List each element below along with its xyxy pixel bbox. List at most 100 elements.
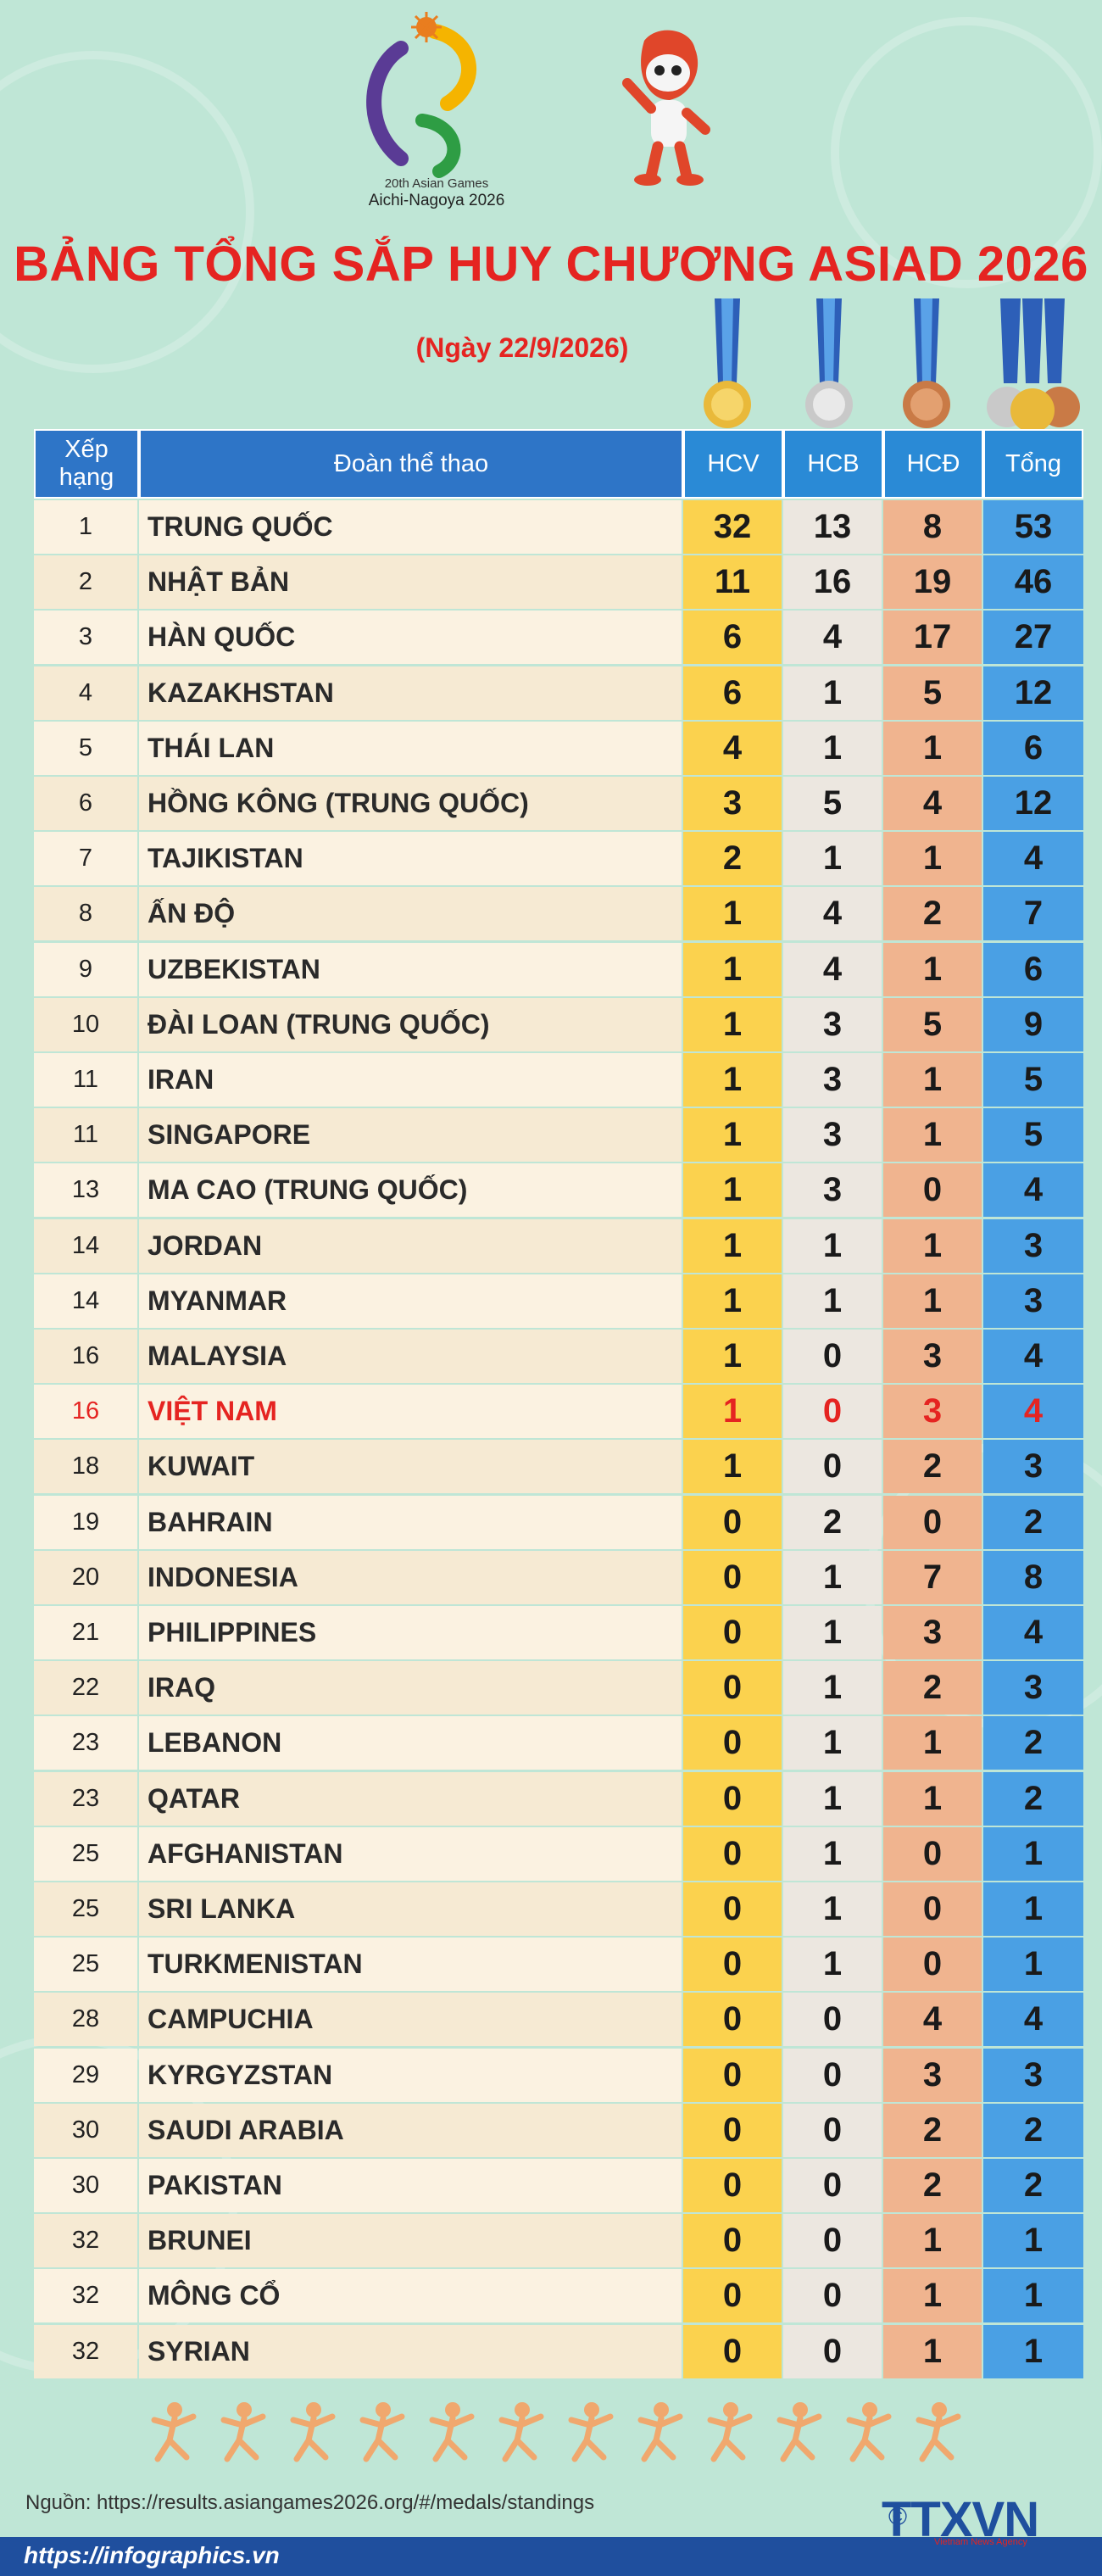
silver-count-cell: 1 xyxy=(783,1716,882,1770)
bronze-count-cell: 0 xyxy=(883,1826,982,1881)
bronze-count-cell: 2 xyxy=(883,2103,982,2157)
bronze-count-cell: 3 xyxy=(883,2048,982,2102)
bronze-count-cell: 1 xyxy=(883,1053,982,1107)
team-name-cell: MÔNG CỔ xyxy=(139,2269,682,2323)
rank-cell: 14 xyxy=(34,1274,137,1328)
gold-count-cell: 0 xyxy=(683,2324,782,2378)
gold-count-cell: 0 xyxy=(683,1495,782,1549)
gold-count-cell: 0 xyxy=(683,1550,782,1604)
rank-cell: 16 xyxy=(34,1385,137,1439)
rank-cell: 11 xyxy=(34,1053,137,1107)
bronze-count-cell: 17 xyxy=(883,611,982,665)
silver-count-cell: 0 xyxy=(783,1993,882,2047)
total-count-cell: 3 xyxy=(983,1218,1083,1273)
rank-cell: 32 xyxy=(34,2269,137,2323)
gold-count-cell: 6 xyxy=(683,666,782,720)
gold-count-cell: 1 xyxy=(683,1108,782,1163)
gold-count-cell: 0 xyxy=(683,1606,782,1659)
gold-count-cell: 0 xyxy=(683,2214,782,2268)
bronze-count-cell: 1 xyxy=(883,1716,982,1770)
total-count-cell: 2 xyxy=(983,1716,1083,1770)
silver-count-cell: 1 xyxy=(783,832,882,886)
bronze-count-cell: 19 xyxy=(883,555,982,610)
gold-count-cell: 1 xyxy=(683,1053,782,1107)
header-team: Đoàn thể thao xyxy=(139,429,683,499)
total-count-cell: 5 xyxy=(983,1053,1083,1107)
silver-count-cell: 5 xyxy=(783,777,882,830)
silver-count-cell: 1 xyxy=(783,1661,882,1715)
team-name-cell: IRAQ xyxy=(139,1661,682,1715)
rank-cell: 30 xyxy=(34,2103,137,2157)
team-name-cell: KUWAIT xyxy=(139,1440,682,1494)
rank-cell: 1 xyxy=(34,500,137,554)
table-row: 22 IRAQ 0 1 2 3 xyxy=(34,1661,1083,1715)
rank-cell: 30 xyxy=(34,2159,137,2212)
gold-count-cell: 1 xyxy=(683,942,782,996)
team-name-cell: THÁI LAN xyxy=(139,721,682,775)
total-count-cell: 2 xyxy=(983,1771,1083,1826)
team-name-cell: JORDAN xyxy=(139,1218,682,1273)
asian-games-logo xyxy=(366,12,476,178)
total-count-cell: 8 xyxy=(983,1550,1083,1604)
bronze-medal-icon xyxy=(903,298,950,428)
rank-cell: 4 xyxy=(34,666,137,720)
total-count-cell: 4 xyxy=(983,1163,1083,1218)
weightlifting-icon xyxy=(151,2402,197,2462)
header-silver: HCB xyxy=(783,429,883,499)
rank-cell: 3 xyxy=(34,611,137,665)
bronze-count-cell: 1 xyxy=(883,2269,982,2323)
header-total: Tổng xyxy=(983,429,1083,499)
total-count-cell: 6 xyxy=(983,721,1083,775)
team-name-cell: SRI LANKA xyxy=(139,1882,682,1936)
team-name-cell: TRUNG QUỐC xyxy=(139,500,682,554)
bronze-count-cell: 1 xyxy=(883,1274,982,1328)
bronze-count-cell: 5 xyxy=(883,666,982,720)
table-row: 1 TRUNG QUỐC 32 13 8 53 xyxy=(34,500,1083,555)
gold-count-cell: 1 xyxy=(683,887,782,941)
team-name-cell: NHẬT BẢN xyxy=(139,555,682,610)
gold-count-cell: 0 xyxy=(683,1882,782,1936)
sport-icons-strip xyxy=(0,2383,1102,2484)
header-bronze: HCĐ xyxy=(883,429,983,499)
bronze-count-cell: 7 xyxy=(883,1550,982,1604)
running-icon xyxy=(846,2402,892,2462)
table-row: 25 SRI LANKA 0 1 0 1 xyxy=(34,1882,1083,1937)
table-row: 32 SYRIAN 0 0 1 1 xyxy=(34,2324,1083,2379)
rank-cell: 19 xyxy=(34,1495,137,1549)
rank-cell: 8 xyxy=(34,887,137,941)
rank-cell: 22 xyxy=(34,1661,137,1715)
total-count-cell: 2 xyxy=(983,2159,1083,2212)
gold-medal-icon xyxy=(704,298,751,428)
all-medals-icon xyxy=(987,298,1080,432)
gold-count-cell: 6 xyxy=(683,611,782,665)
total-count-cell: 1 xyxy=(983,2214,1083,2268)
rank-cell: 25 xyxy=(34,1826,137,1881)
silver-count-cell: 1 xyxy=(783,1274,882,1328)
rank-cell: 14 xyxy=(34,1218,137,1273)
silver-count-cell: 1 xyxy=(783,1826,882,1881)
team-name-cell: ĐÀI LOAN (TRUNG QUỐC) xyxy=(139,997,682,1051)
bronze-count-cell: 1 xyxy=(883,832,982,886)
site-url[interactable]: https://infographics.vn xyxy=(24,2542,280,2568)
team-name-cell: PAKISTAN xyxy=(139,2159,682,2212)
silver-count-cell: 1 xyxy=(783,1218,882,1273)
cycling-icon xyxy=(220,2402,266,2462)
total-count-cell: 2 xyxy=(983,1495,1083,1549)
silver-count-cell: 16 xyxy=(783,555,882,610)
total-count-cell: 3 xyxy=(983,2048,1083,2102)
rank-cell: 28 xyxy=(34,1993,137,2047)
gold-count-cell: 0 xyxy=(683,2159,782,2212)
silver-count-cell: 1 xyxy=(783,1938,882,1992)
team-name-cell: SYRIAN xyxy=(139,2324,682,2378)
table-row: 21 PHILIPPINES 0 1 3 4 xyxy=(34,1606,1083,1660)
total-count-cell: 12 xyxy=(983,666,1083,720)
rank-cell: 25 xyxy=(34,1938,137,1992)
bronze-count-cell: 2 xyxy=(883,2159,982,2212)
rank-cell: 23 xyxy=(34,1771,137,1826)
silver-count-cell: 0 xyxy=(783,2324,882,2378)
total-count-cell: 1 xyxy=(983,1882,1083,1936)
silver-count-cell: 1 xyxy=(783,666,882,720)
bronze-count-cell: 0 xyxy=(883,1882,982,1936)
table-row: 25 AFGHANISTAN 0 1 0 1 xyxy=(34,1826,1083,1882)
rank-cell: 18 xyxy=(34,1440,137,1494)
